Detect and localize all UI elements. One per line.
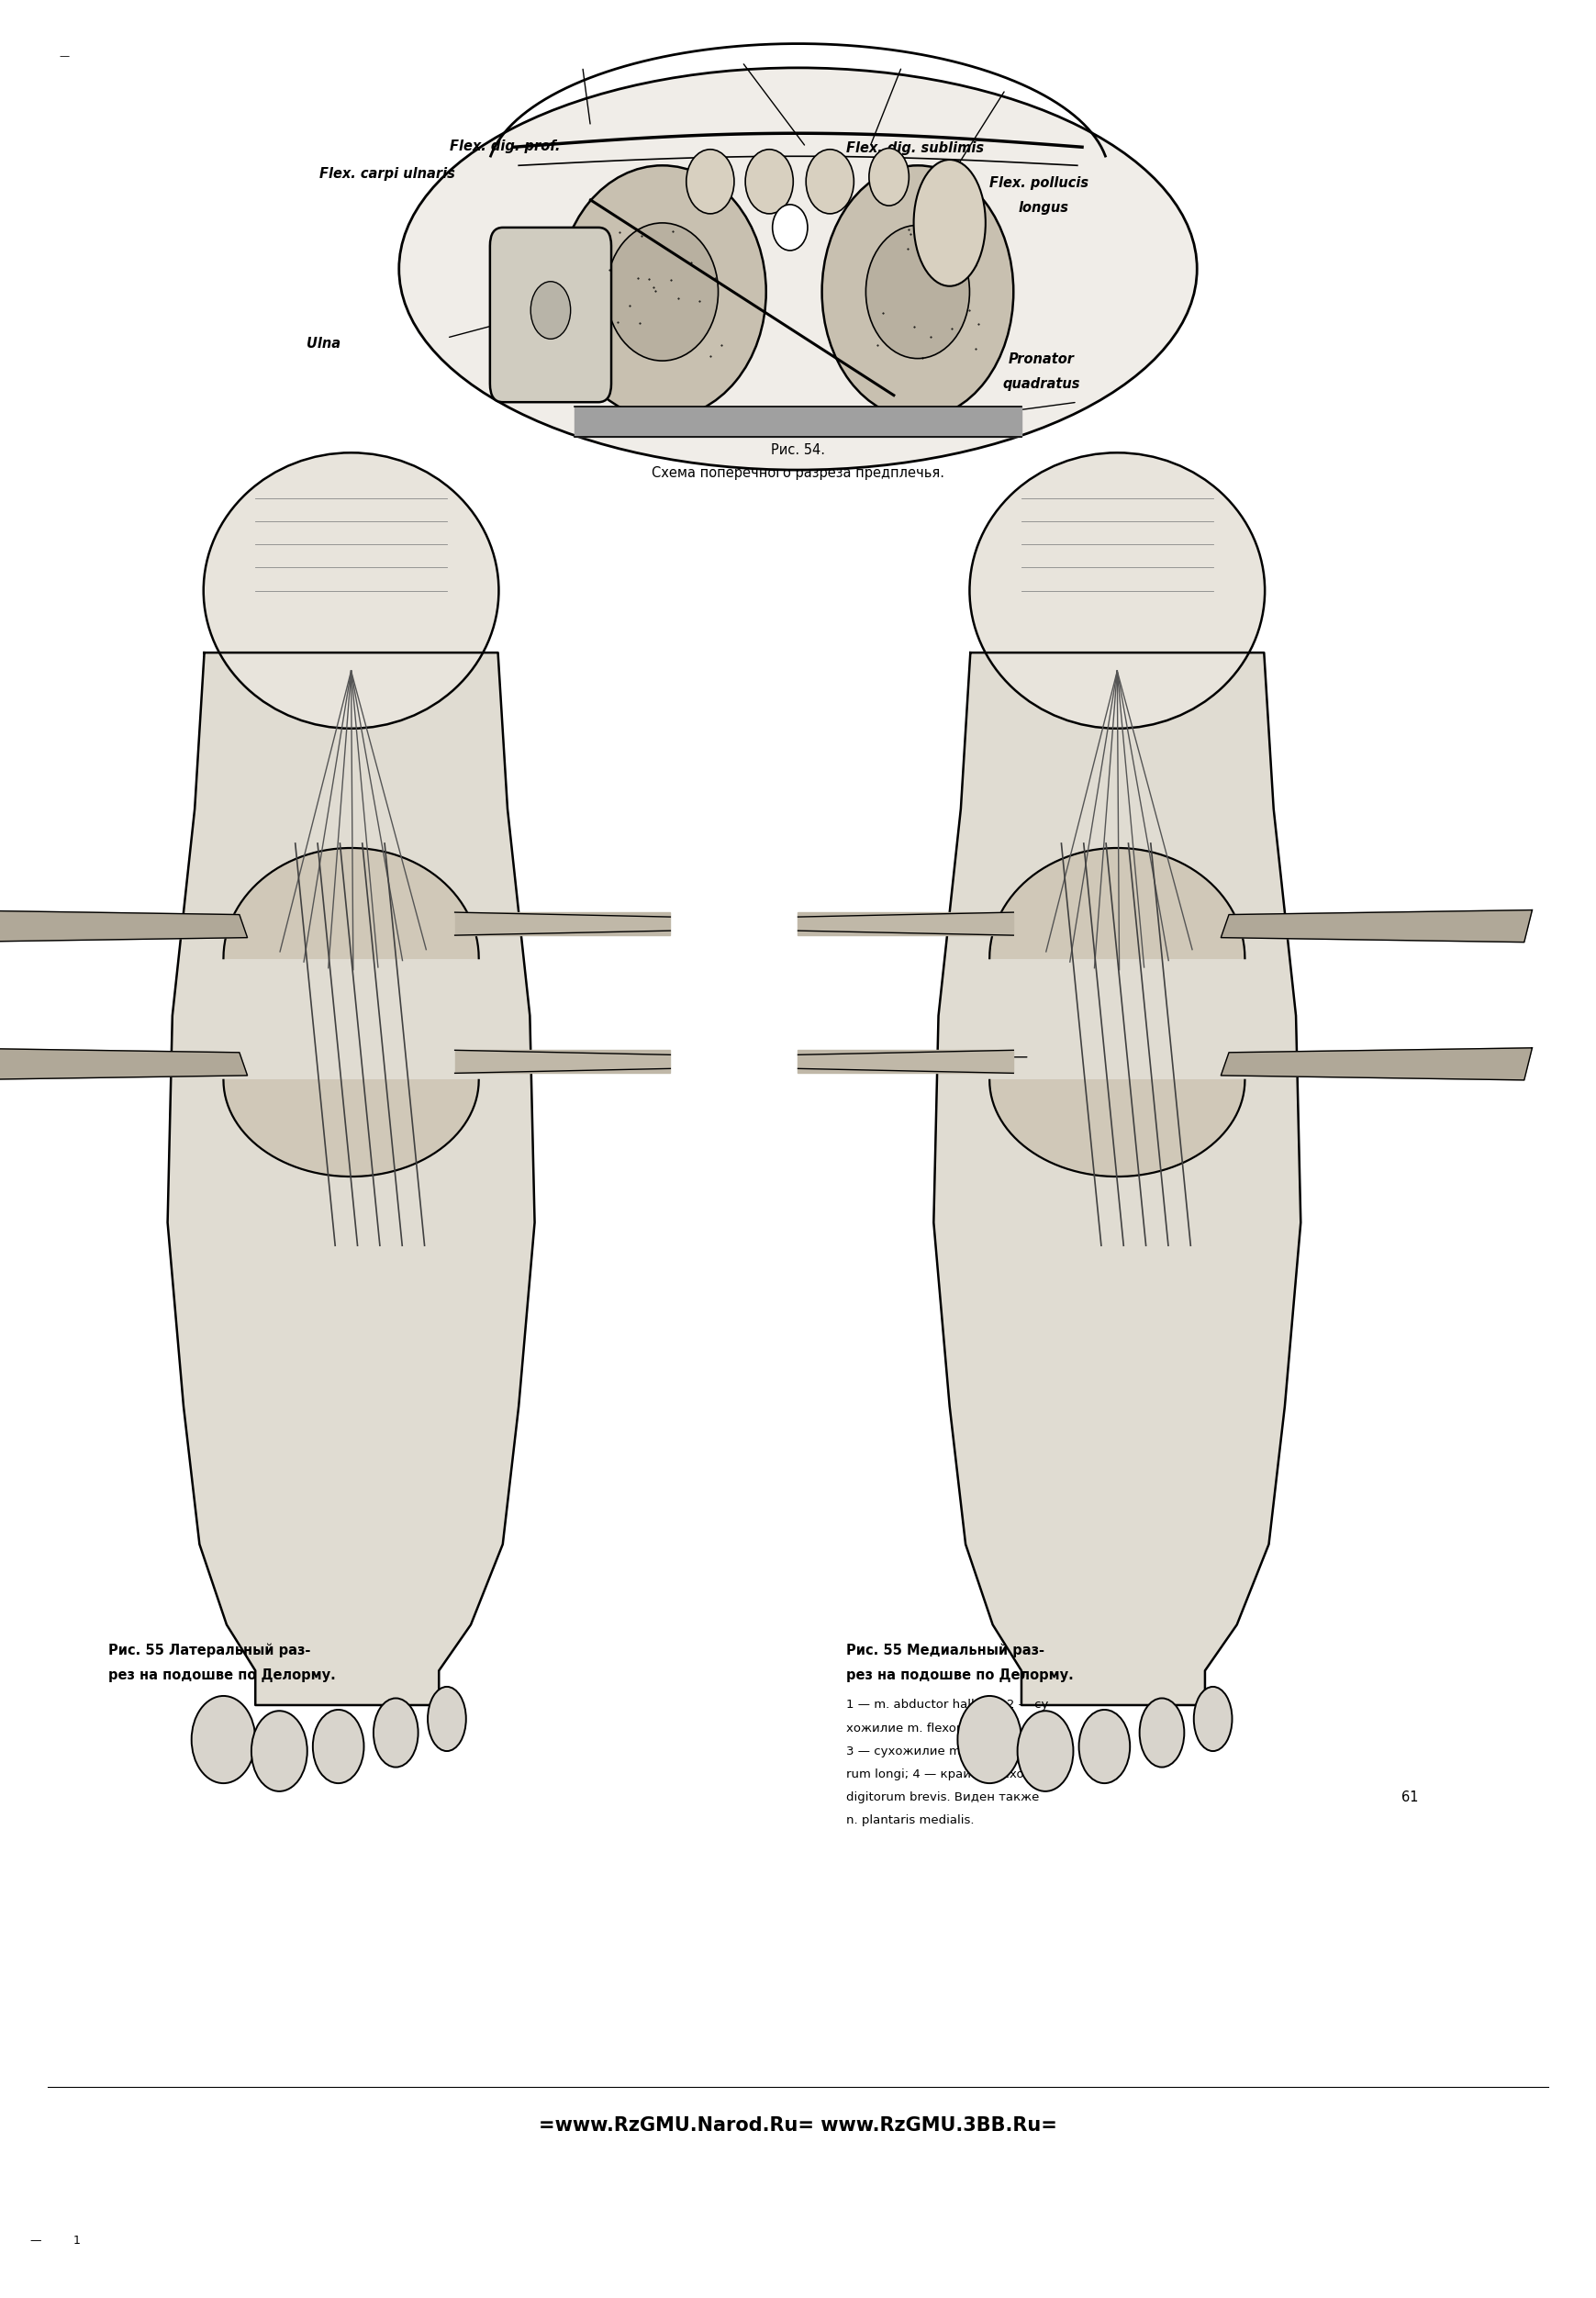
Ellipse shape <box>772 205 808 250</box>
Text: Рис. 55 Латеральный раз-: Рис. 55 Латеральный раз- <box>109 1643 311 1657</box>
Polygon shape <box>0 1048 247 1080</box>
Polygon shape <box>1221 1048 1532 1080</box>
Text: Flex. dig. sublimis: Flex. dig. sublimis <box>846 142 983 154</box>
Polygon shape <box>798 912 1013 935</box>
Text: 3: 3 <box>1473 912 1483 926</box>
Polygon shape <box>455 912 670 935</box>
Ellipse shape <box>913 161 986 287</box>
Text: Flex. carpi ulnaris: Flex. carpi ulnaris <box>319 168 455 179</box>
Text: =www.RzGMU.Narod.Ru= www.RzGMU.3BB.Ru=: =www.RzGMU.Narod.Ru= www.RzGMU.3BB.Ru= <box>539 2116 1057 2135</box>
Polygon shape <box>934 653 1301 1705</box>
Polygon shape <box>223 1080 479 1177</box>
Ellipse shape <box>1194 1687 1232 1751</box>
Text: рез на подошве по Делорму.: рез на подошве по Делорму. <box>109 1668 335 1682</box>
Ellipse shape <box>313 1710 364 1783</box>
Text: 1 — m. abductor hallucis; 2 — су-: 1 — m. abductor hallucis; 2 — су- <box>846 1698 1052 1712</box>
Text: longus: longus <box>1018 202 1069 214</box>
Text: 61: 61 <box>1401 1790 1419 1804</box>
Ellipse shape <box>822 165 1013 418</box>
Ellipse shape <box>559 165 766 418</box>
Ellipse shape <box>1079 1710 1130 1783</box>
Polygon shape <box>455 1050 670 1073</box>
Text: digitorum brevis. Виден также: digitorum brevis. Виден также <box>846 1790 1039 1804</box>
Text: —: — <box>29 2234 41 2247</box>
Text: Схема поперечного разреза предплечья.: Схема поперечного разреза предплечья. <box>651 466 945 480</box>
Ellipse shape <box>530 280 570 340</box>
Text: Ulna: Ulna <box>306 338 340 349</box>
Ellipse shape <box>958 1696 1021 1783</box>
Ellipse shape <box>686 149 734 214</box>
Text: хожилие m. flexoris hallucis longi;: хожилие m. flexoris hallucis longi; <box>846 1721 1058 1735</box>
Ellipse shape <box>252 1710 306 1792</box>
Ellipse shape <box>606 223 718 361</box>
Polygon shape <box>1221 910 1532 942</box>
Text: rum longi; 4 — край m. flexoris: rum longi; 4 — край m. flexoris <box>846 1767 1039 1781</box>
FancyBboxPatch shape <box>490 228 611 402</box>
Polygon shape <box>990 848 1245 958</box>
Ellipse shape <box>428 1687 466 1751</box>
Text: Pronator: Pronator <box>1009 354 1074 365</box>
Ellipse shape <box>399 67 1197 469</box>
Ellipse shape <box>373 1698 418 1767</box>
Ellipse shape <box>1140 1698 1184 1767</box>
Text: Flex. dig. prof.: Flex. dig. prof. <box>450 140 560 152</box>
Text: n. plantaris medialis.: n. plantaris medialis. <box>846 1813 974 1827</box>
Ellipse shape <box>203 453 498 728</box>
Text: Рис. 55 Медиальный раз-: Рис. 55 Медиальный раз- <box>846 1643 1044 1657</box>
Polygon shape <box>798 1050 1013 1073</box>
Ellipse shape <box>1017 1710 1073 1792</box>
Text: Рис. 54.: Рис. 54. <box>771 444 825 457</box>
Polygon shape <box>0 910 247 942</box>
Text: 4: 4 <box>1473 1050 1483 1064</box>
Ellipse shape <box>745 149 793 214</box>
Text: 1: 1 <box>73 2234 80 2247</box>
Text: рез на подошве по Делорму.: рез на подошве по Делорму. <box>846 1668 1073 1682</box>
Text: 1: 1 <box>820 912 830 926</box>
Polygon shape <box>168 653 535 1705</box>
Ellipse shape <box>192 1696 255 1783</box>
Text: —: — <box>59 53 69 60</box>
Polygon shape <box>990 1080 1245 1177</box>
Polygon shape <box>223 848 479 958</box>
Ellipse shape <box>969 453 1266 728</box>
Ellipse shape <box>806 149 854 214</box>
Text: Flex. pollucis: Flex. pollucis <box>990 177 1088 188</box>
Text: 3 — сухожилие m. flexoris digito-: 3 — сухожилие m. flexoris digito- <box>846 1744 1055 1758</box>
Text: 2: 2 <box>820 1050 830 1064</box>
Ellipse shape <box>870 147 910 207</box>
Text: quadratus: quadratus <box>1002 377 1080 391</box>
Ellipse shape <box>865 225 970 358</box>
